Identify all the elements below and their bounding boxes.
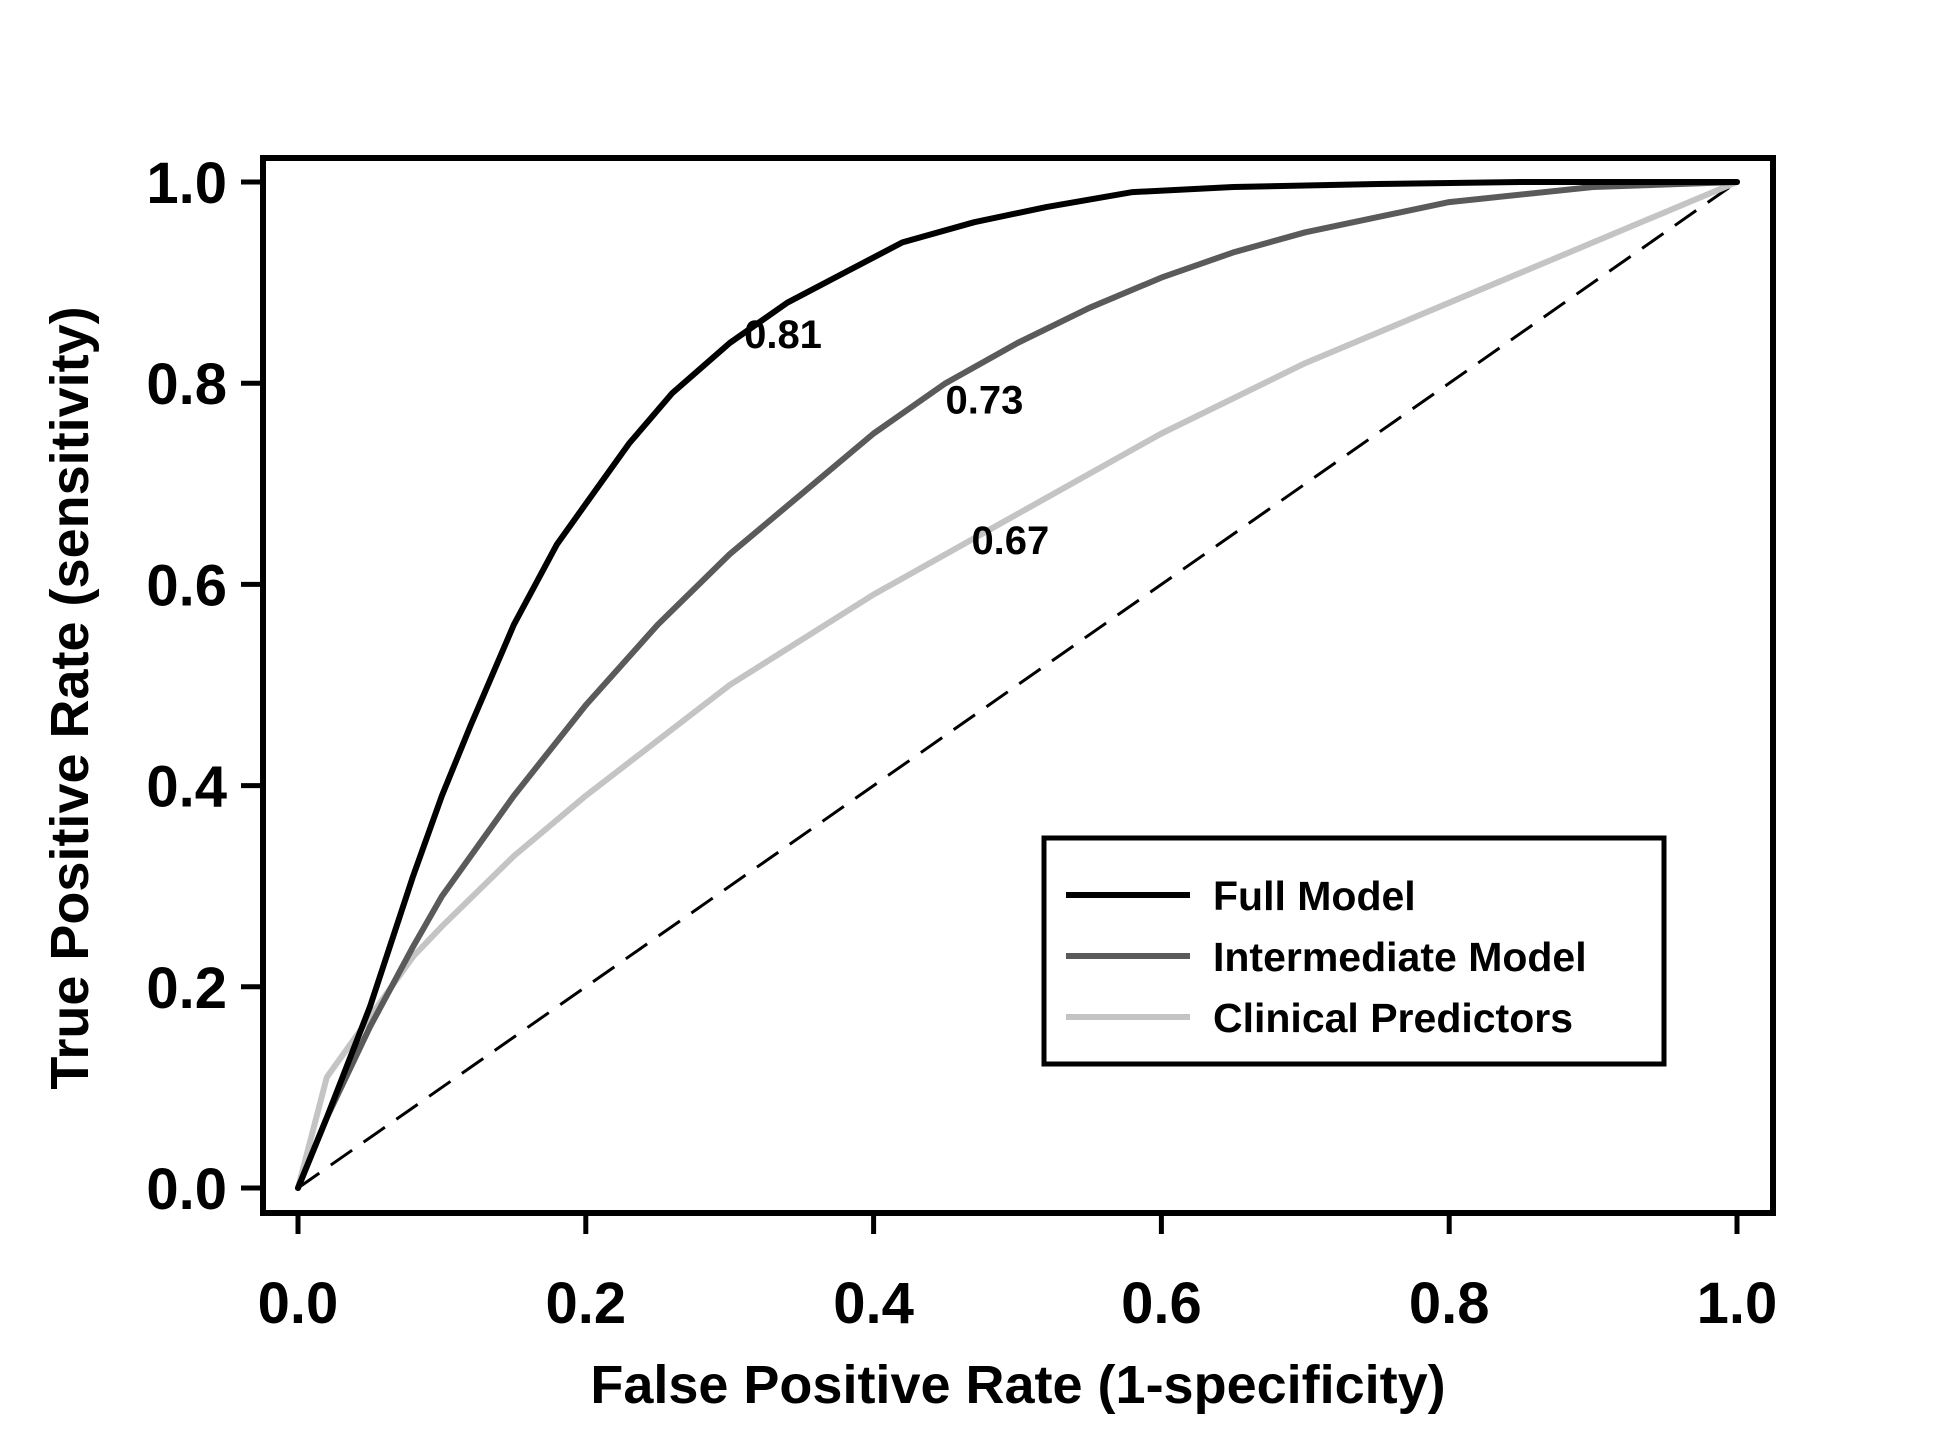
y-tick-label: 0.4 <box>146 755 227 820</box>
x-axis-label: False Positive Rate (1-specificity) <box>590 1355 1445 1415</box>
legend-label-full-model: Full Model <box>1213 873 1416 919</box>
y-tick-label: 0.0 <box>146 1157 227 1222</box>
series-line-full-model <box>295 179 1740 1191</box>
reference-diagonal-line <box>297 180 1738 1190</box>
x-tick-label: 0.4 <box>833 1271 914 1336</box>
legend-label-clinical-predictors: Clinical Predictors <box>1213 995 1573 1041</box>
y-tick-label: 0.6 <box>146 553 227 618</box>
y-tick-label: 1.0 <box>146 151 227 216</box>
auc-annotations: 0.81 0.73 0.67 <box>744 313 1049 563</box>
x-axis-ticks: 0.0 0.2 0.4 0.6 0.8 1.0 <box>258 1213 1778 1336</box>
auc-annotation: 0.67 <box>971 519 1049 563</box>
plot-frame <box>260 155 1776 1216</box>
y-axis-label: True Positive Rate (sensitivity) <box>40 306 100 1089</box>
x-tick-label: 0.8 <box>1409 1271 1490 1336</box>
x-tick-label: 0.0 <box>258 1271 339 1336</box>
legend: Full Model Intermediate Model Clinical P… <box>1041 835 1667 1067</box>
x-tick-label: 1.0 <box>1697 1271 1778 1336</box>
series-line-intermediate-model <box>295 179 1740 1191</box>
x-tick-label: 0.2 <box>545 1271 626 1336</box>
auc-annotation: 0.73 <box>946 378 1024 422</box>
y-tick-label: 0.2 <box>146 956 227 1021</box>
x-tick-label: 0.6 <box>1121 1271 1202 1336</box>
series-layer <box>295 179 1740 1191</box>
legend-label-intermediate-model: Intermediate Model <box>1213 934 1587 980</box>
y-tick-label: 0.8 <box>146 352 227 417</box>
y-axis-ticks: 0.0 0.2 0.4 0.6 0.8 1.0 <box>146 151 263 1222</box>
legend-box <box>1041 835 1667 1067</box>
auc-annotation: 0.81 <box>744 313 822 357</box>
